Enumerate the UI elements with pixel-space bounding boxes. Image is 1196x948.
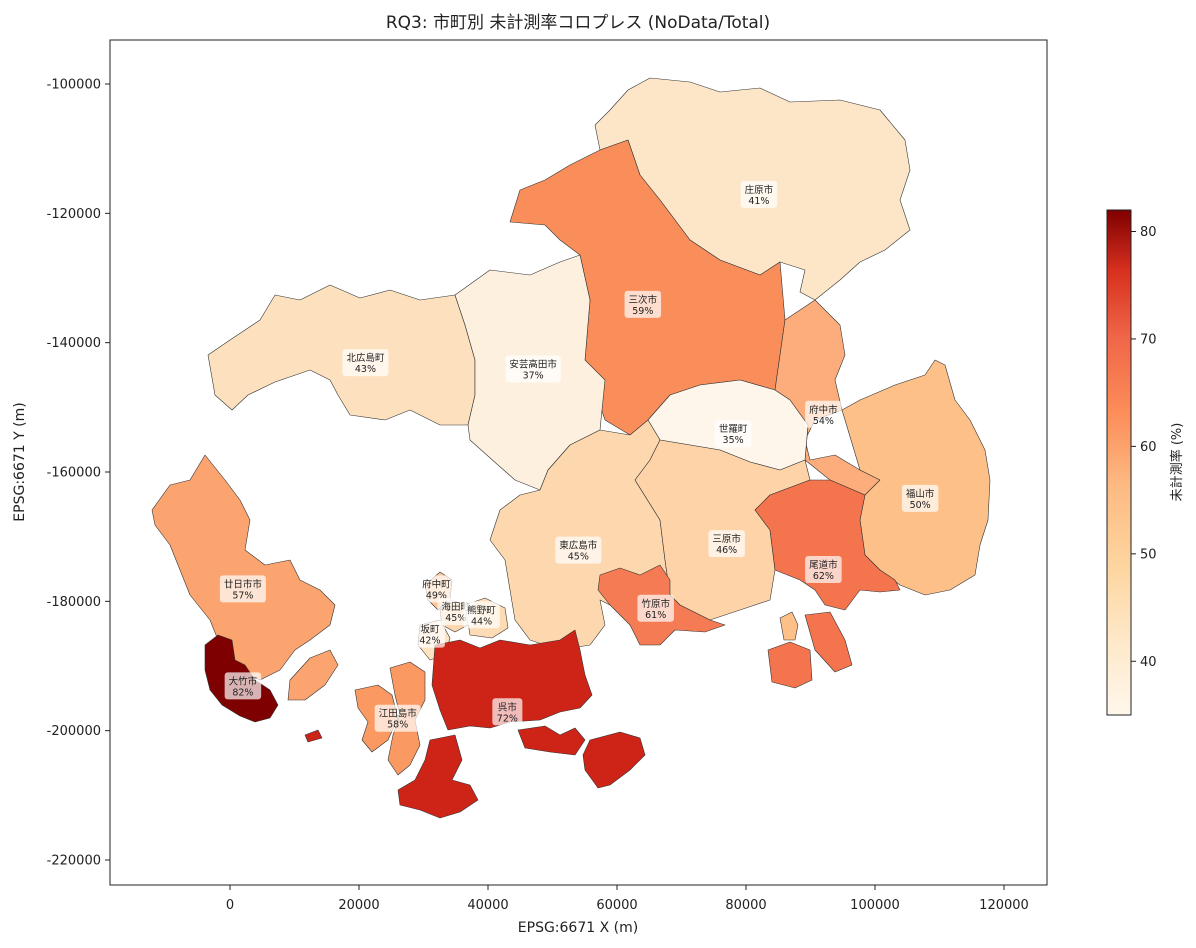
y-tick-label: -220000 xyxy=(47,854,101,869)
label-box xyxy=(555,536,602,564)
label-box xyxy=(374,704,421,732)
municipality-rate: 45% xyxy=(568,552,589,563)
municipality-rate: 43% xyxy=(355,364,376,375)
chart-title: RQ3: 市町別 未計測率コロプレス (NoData/Total) xyxy=(386,13,770,33)
region-small-island xyxy=(779,611,799,641)
municipality-rate: 42% xyxy=(419,636,440,647)
y-axis-label: EPSG:6671 Y (m) xyxy=(12,402,28,521)
municipality-name: 大竹市 xyxy=(229,675,258,687)
region-fukuyama xyxy=(841,359,991,596)
municipality-rate: 44% xyxy=(471,616,492,627)
municipality-name: 世羅町 xyxy=(719,423,748,435)
municipality-name: 府中町 xyxy=(422,578,451,590)
y-tick-label: -200000 xyxy=(47,724,101,739)
colorbar-tick-label: 60 xyxy=(1140,440,1157,455)
colorbar-ticks: 80 70 60 50 40 xyxy=(1131,225,1157,670)
label-box xyxy=(805,556,842,583)
municipality-rate: 57% xyxy=(232,590,253,601)
label-box xyxy=(714,420,752,448)
municipality-name: 安芸高田市 xyxy=(509,359,557,371)
x-tick-label: 60000 xyxy=(596,898,637,913)
municipality-rate: 41% xyxy=(748,196,769,207)
label-box xyxy=(805,400,842,428)
region-kure-island2 xyxy=(517,725,586,756)
municipality-rate: 61% xyxy=(645,610,666,621)
colorbar-tick-label: 50 xyxy=(1140,547,1157,562)
region-miyajima xyxy=(287,649,339,701)
municipality-name: 庄原市 xyxy=(745,184,774,196)
municipality-name: 府中市 xyxy=(809,404,838,416)
municipality-rate: 50% xyxy=(910,500,931,511)
x-tick-label: 80000 xyxy=(725,898,766,913)
municipality-rate: 49% xyxy=(426,590,447,601)
municipality-name: 坂町 xyxy=(420,625,440,636)
municipality-rate: 58% xyxy=(387,720,408,731)
region-onomichi-island2 xyxy=(767,641,813,689)
municipality-rate: 54% xyxy=(813,416,834,427)
municipality-name: 福山市 xyxy=(906,488,935,500)
label-box xyxy=(418,575,455,603)
municipality-name: 竹原市 xyxy=(641,598,670,610)
y-tick-label: -100000 xyxy=(47,78,101,93)
colorbar-gradient xyxy=(1106,209,1132,716)
municipality-name: 江田島市 xyxy=(379,708,418,720)
municipality-name: 尾道市 xyxy=(809,559,838,571)
colorbar-tick-label: 40 xyxy=(1140,655,1157,670)
x-tick-label: 0 xyxy=(226,898,234,913)
colorbar-tick-label: 80 xyxy=(1140,225,1157,240)
label-box xyxy=(901,484,939,512)
municipality-rate: 37% xyxy=(523,371,544,382)
x-tick-label: 20000 xyxy=(338,898,379,913)
region-hatsukaichi xyxy=(151,454,336,681)
x-axis-label: EPSG:6671 X (m) xyxy=(518,920,638,936)
municipality-name: 呉市 xyxy=(498,701,518,713)
label-box xyxy=(463,601,500,629)
label-box xyxy=(414,620,445,648)
x-tick-label: 100000 xyxy=(850,898,900,913)
label-box xyxy=(505,355,561,383)
colorbar-label: 未計測率 (%) xyxy=(1169,423,1185,502)
region-kure-island1 xyxy=(397,734,479,819)
label-box xyxy=(740,180,778,208)
municipality-name: 廿日市市 xyxy=(224,578,263,590)
y-tick-label: -160000 xyxy=(47,466,101,481)
region-small-island2 xyxy=(304,729,323,743)
colorbar-tick-label: 70 xyxy=(1140,332,1157,347)
municipality-rate: 59% xyxy=(632,306,653,317)
municipality-rate: 62% xyxy=(813,571,834,582)
y-tick-label: -180000 xyxy=(47,595,101,610)
x-tick-label: 40000 xyxy=(467,898,508,913)
municipality-name: 三次市 xyxy=(629,294,658,306)
y-tick-label: -120000 xyxy=(47,207,101,222)
municipality-name: 熊野町 xyxy=(467,604,496,616)
municipality-name: 三原市 xyxy=(712,533,741,545)
municipality-rate: 46% xyxy=(716,545,737,556)
region-onomichi xyxy=(754,479,901,611)
region-onomichi-island1 xyxy=(804,611,853,673)
label-box xyxy=(708,530,745,558)
label-box xyxy=(342,349,389,377)
x-tick-label: 120000 xyxy=(979,898,1029,913)
municipality-name: 北広島町 xyxy=(346,352,385,364)
municipality-rate: 72% xyxy=(497,713,518,724)
label-box xyxy=(224,672,262,700)
region-kure-island3 xyxy=(582,731,646,789)
label-box xyxy=(637,594,674,622)
y-axis: -100000 -120000 -140000 -160000 -180000 -2000… xyxy=(47,78,110,869)
municipality-rate: 35% xyxy=(723,435,744,446)
x-axis: 0 20000 40000 60000 80000 100000 120000 xyxy=(226,885,1029,913)
label-box xyxy=(219,575,266,603)
municipality-name: 東広島市 xyxy=(559,540,598,552)
municipality-name: 海田町 xyxy=(441,601,470,613)
municipality-rate: 45% xyxy=(445,613,466,624)
label-box xyxy=(492,698,523,726)
colorbar: 80 70 60 50 40 未計測率 (%) xyxy=(1106,209,1185,716)
label-box xyxy=(624,290,662,318)
y-tick-label: -140000 xyxy=(47,336,101,351)
municipality-rate: 82% xyxy=(232,687,253,698)
region-kure xyxy=(431,629,593,731)
